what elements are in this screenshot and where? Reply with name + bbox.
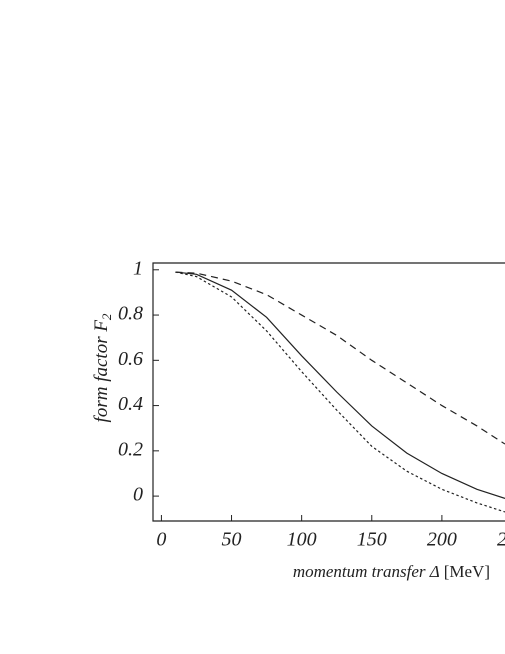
y-tick-label: 0.6 xyxy=(118,348,143,370)
y-label-sub: 2 xyxy=(99,313,114,320)
x-tick-label: 100 xyxy=(287,529,317,551)
x-tick-label: 150 xyxy=(357,529,387,551)
x-tick-label: 0 xyxy=(156,529,166,551)
line-series xyxy=(175,271,505,513)
x-label-text: momentum transfer Δ xyxy=(293,562,440,581)
x-tick-label: 200 xyxy=(427,529,457,551)
x-axis-label: momentum transfer Δ [MeV] xyxy=(293,562,490,581)
axis-frame xyxy=(152,262,505,522)
line-series xyxy=(175,271,505,499)
y-axis-label: form factor F2 xyxy=(91,313,114,422)
y-label-text: form factor F xyxy=(91,320,112,423)
x-tick-label: 250 xyxy=(497,529,505,551)
y-tick-label: 0.4 xyxy=(118,393,143,415)
y-tick-label: 0.2 xyxy=(118,438,143,460)
line-series xyxy=(175,271,505,445)
y-tick-label: 0.8 xyxy=(118,303,143,325)
x-tick-label: 50 xyxy=(222,529,242,551)
y-tick-label: 1 xyxy=(133,257,143,279)
x-label-unit: [MeV] xyxy=(444,562,490,581)
y-tick-label: 0 xyxy=(133,484,143,506)
